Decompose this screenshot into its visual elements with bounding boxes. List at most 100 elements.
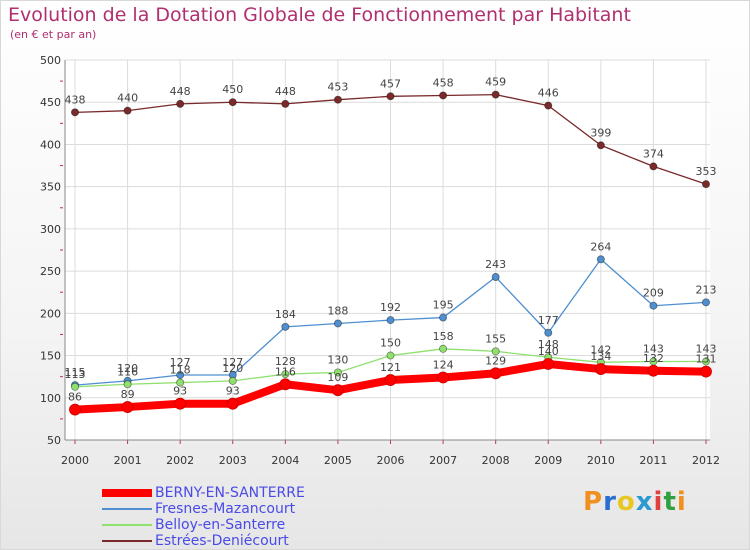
- data-label: 459: [485, 76, 506, 89]
- data-label: 142: [590, 343, 611, 356]
- data-point: [332, 384, 344, 397]
- chart-subtitle: (en € et par an): [10, 28, 97, 41]
- x-tick-label: 2001: [114, 454, 142, 467]
- x-tick-label: 2005: [324, 454, 352, 467]
- proxiti-logo: Proxiti: [583, 487, 687, 517]
- legend-label: Estrées-Deniécourt: [155, 533, 289, 549]
- data-label: 399: [590, 126, 611, 139]
- data-point: [69, 403, 81, 416]
- data-point: [226, 397, 239, 410]
- data-point: [71, 108, 80, 117]
- data-label: 446: [538, 87, 559, 100]
- data-label: 213: [696, 283, 717, 296]
- data-label: 440: [117, 92, 138, 105]
- data-point: [121, 401, 134, 413]
- data-label: 450: [222, 83, 243, 96]
- legend-item: BERNY-EN-SANTERRE: [102, 485, 305, 501]
- data-point: [279, 378, 292, 391]
- data-point: [596, 255, 605, 264]
- data-label: 127: [170, 356, 191, 369]
- legend-swatch: [102, 524, 152, 526]
- data-label: 184: [275, 308, 296, 321]
- legend-swatch: [102, 489, 152, 497]
- legend-label: Belloy-en-Santerre: [155, 517, 286, 533]
- logo-letter: r: [603, 487, 617, 517]
- data-label: 448: [170, 85, 191, 98]
- chart-title: Evolution de la Dotation Globale de Fonc…: [8, 4, 631, 26]
- x-tick-label: 2002: [166, 454, 194, 467]
- data-label: 448: [275, 85, 296, 98]
- data-point: [386, 316, 395, 325]
- data-point: [123, 106, 132, 115]
- data-label: 177: [538, 314, 559, 327]
- logo-letter: i: [676, 487, 687, 517]
- data-point: [702, 180, 711, 189]
- data-label: 150: [380, 337, 401, 350]
- data-point: [544, 101, 553, 110]
- y-tick-label: 300: [40, 223, 61, 236]
- data-point: [439, 313, 448, 322]
- data-label: 113: [65, 368, 86, 381]
- data-point: [647, 364, 660, 377]
- data-point: [702, 298, 711, 307]
- data-point: [176, 378, 185, 387]
- data-label: 453: [327, 81, 348, 94]
- data-point: [333, 368, 342, 377]
- data-label: 192: [380, 301, 401, 314]
- data-label: 143: [696, 342, 717, 355]
- data-point: [228, 98, 237, 107]
- data-label: 130: [327, 353, 348, 366]
- data-point: [594, 363, 607, 375]
- data-label: 158: [433, 330, 454, 343]
- data-point: [542, 358, 555, 370]
- x-tick-label: 2011: [639, 454, 667, 467]
- legend-swatch: [102, 508, 152, 510]
- data-label: 109: [327, 371, 348, 384]
- chart-legend: BERNY-EN-SANTERRE Fresnes-Mazancourt Bello…: [102, 485, 305, 549]
- data-point: [489, 367, 502, 380]
- data-label: 209: [643, 287, 664, 300]
- y-tick-label: 250: [40, 265, 61, 278]
- x-tick-label: 2009: [534, 454, 562, 467]
- data-label: 116: [117, 365, 138, 378]
- logo-letter: P: [583, 487, 604, 517]
- y-tick-label: 450: [40, 96, 61, 109]
- data-label: 129: [485, 354, 506, 367]
- data-point: [386, 92, 395, 101]
- logo-letter: x: [635, 487, 654, 517]
- data-point: [649, 301, 658, 310]
- x-tick-label: 2010: [587, 454, 615, 467]
- data-point: [281, 99, 290, 108]
- data-label: 89: [121, 388, 135, 401]
- data-point: [123, 380, 132, 389]
- data-label: 264: [590, 240, 611, 253]
- data-point: [176, 99, 185, 108]
- data-point: [491, 347, 500, 356]
- x-tick-label: 2004: [271, 454, 299, 467]
- data-label: 127: [222, 356, 243, 369]
- legend-item: Estrées-Deniécourt: [102, 533, 305, 549]
- data-point: [384, 374, 397, 386]
- data-label: 155: [485, 332, 506, 345]
- data-label: 93: [226, 385, 240, 398]
- data-point: [281, 370, 290, 379]
- y-tick-label: 150: [40, 350, 61, 363]
- legend-label: Fresnes-Mazancourt: [155, 501, 296, 517]
- data-label: 353: [696, 165, 717, 178]
- data-label: 148: [538, 338, 559, 351]
- data-label: 134: [590, 350, 611, 363]
- data-label: 457: [380, 77, 401, 90]
- data-label: 132: [643, 352, 664, 365]
- data-point: [702, 357, 711, 366]
- y-tick-label: 400: [40, 138, 61, 151]
- data-point: [700, 365, 712, 378]
- data-label: 86: [68, 391, 82, 404]
- data-label: 374: [643, 147, 664, 160]
- data-point: [491, 90, 500, 99]
- data-label: 128: [275, 355, 296, 368]
- data-point: [333, 319, 342, 328]
- x-tick-label: 2003: [219, 454, 247, 467]
- data-label: 195: [433, 299, 454, 312]
- data-label: 438: [65, 93, 86, 106]
